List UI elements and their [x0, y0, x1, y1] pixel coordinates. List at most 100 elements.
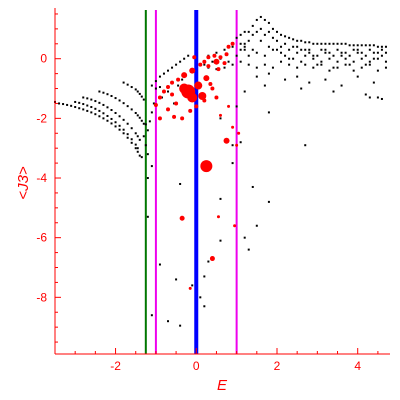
black-point-23 [74, 100, 77, 103]
black-point-249 [384, 51, 387, 54]
black-point-80 [146, 153, 149, 156]
black-point-137 [332, 42, 335, 45]
black-point-203 [320, 63, 323, 66]
black-point-158 [263, 33, 266, 36]
black-point-170 [312, 57, 315, 60]
red-point-8 [189, 67, 196, 74]
black-point-202 [312, 66, 315, 69]
black-point-217 [284, 54, 287, 57]
black-point-36 [126, 133, 129, 136]
black-point-255 [324, 78, 327, 81]
black-point-252 [284, 78, 287, 81]
black-point-122 [271, 27, 274, 30]
black-point-204 [328, 69, 331, 72]
black-point-271 [255, 224, 258, 227]
red-point-43 [233, 224, 237, 228]
black-point-165 [292, 45, 295, 48]
black-point-118 [255, 18, 258, 21]
black-point-146 [368, 44, 371, 47]
x-axis-label: E [217, 377, 228, 394]
black-point-100 [167, 90, 170, 93]
black-point-183 [364, 54, 367, 57]
black-point-228 [372, 57, 375, 60]
x-tick-label: 0 [193, 359, 200, 373]
black-point-221 [316, 63, 319, 66]
black-point-132 [312, 42, 315, 45]
black-point-107 [211, 60, 214, 63]
black-point-166 [296, 51, 299, 54]
black-point-211 [384, 66, 387, 69]
black-point-8 [86, 109, 89, 112]
black-point-153 [243, 30, 246, 33]
black-point-238 [296, 45, 299, 48]
black-point-270 [267, 200, 270, 203]
black-point-78 [142, 135, 145, 138]
black-point-120 [263, 18, 266, 21]
black-point-16 [118, 128, 121, 131]
black-point-135 [324, 42, 327, 45]
black-point-58 [106, 93, 109, 96]
black-point-55 [138, 138, 141, 141]
axes [54, 8, 390, 355]
black-point-261 [332, 90, 335, 93]
black-point-185 [372, 51, 375, 54]
black-point-89 [158, 75, 161, 78]
black-point-42 [90, 98, 93, 101]
red-point-45 [194, 104, 199, 109]
black-point-168 [304, 54, 307, 57]
black-point-35 [122, 128, 125, 131]
black-point-274 [207, 260, 210, 263]
y-tick-label: -6 [36, 231, 47, 245]
black-point-82 [146, 129, 149, 132]
black-point-257 [356, 75, 359, 78]
black-point-128 [296, 39, 299, 42]
black-point-63 [126, 105, 129, 108]
black-point-176 [336, 60, 339, 63]
red-point-12 [202, 59, 207, 64]
red-point-29 [172, 114, 177, 119]
black-point-69 [142, 122, 145, 125]
black-point-12 [102, 117, 105, 120]
black-point-49 [118, 115, 121, 118]
black-point-195 [255, 66, 258, 69]
red-point-17 [222, 61, 227, 66]
black-point-215 [267, 45, 270, 48]
black-point-254 [308, 81, 311, 84]
red-point-14 [224, 52, 229, 57]
black-point-278 [175, 278, 178, 281]
black-point-75 [138, 92, 141, 95]
black-point-74 [136, 90, 139, 93]
black-point-37 [130, 138, 133, 141]
black-point-157 [259, 27, 262, 30]
black-point-52 [130, 127, 133, 130]
black-point-247 [368, 48, 371, 51]
black-point-216 [275, 48, 278, 51]
red-point-5 [194, 81, 203, 90]
black-point-233 [255, 51, 258, 54]
red-point-24 [161, 89, 166, 94]
tick-labels: -2 0 2 4 0 -2 -4 -6 -8 [36, 52, 361, 373]
red-point-9 [213, 58, 220, 65]
red-point-3 [187, 92, 198, 103]
black-point-139 [340, 42, 343, 45]
black-point-133 [316, 42, 319, 45]
black-point-173 [324, 51, 327, 54]
black-point-192 [231, 63, 234, 66]
black-point-213 [251, 48, 254, 51]
black-point-93 [175, 63, 178, 66]
black-point-77 [142, 98, 145, 101]
black-point-4 [70, 104, 73, 107]
black-point-191 [223, 66, 226, 69]
black-point-103 [177, 84, 180, 87]
black-point-275 [203, 275, 206, 278]
black-point-232 [247, 54, 250, 57]
black-point-197 [271, 66, 274, 69]
black-point-114 [239, 42, 242, 45]
black-point-289 [231, 162, 234, 165]
x-tick-label: 4 [354, 359, 361, 373]
black-point-81 [140, 156, 143, 159]
black-point-95 [183, 57, 186, 60]
black-point-20 [134, 147, 137, 150]
x-tick-label: -2 [110, 359, 121, 373]
black-point-99 [160, 96, 163, 99]
